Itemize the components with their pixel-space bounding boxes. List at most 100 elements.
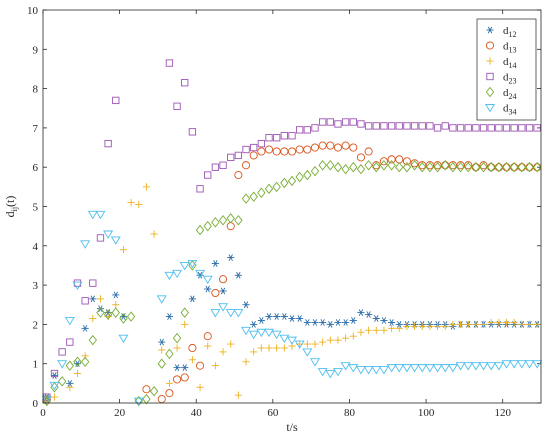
data-point [524, 360, 535, 369]
data-point [264, 145, 274, 154]
data-point [517, 161, 527, 173]
data-point [334, 319, 342, 326]
data-point [181, 79, 189, 87]
data-point [471, 163, 480, 172]
legend-label: d12 [503, 25, 517, 39]
data-point [210, 309, 221, 318]
legend-marker [486, 26, 494, 34]
data-point [479, 161, 488, 173]
data-point [441, 160, 450, 171]
y-tick-label: 0 [33, 398, 39, 410]
data-point [318, 141, 327, 150]
data-point [402, 157, 411, 166]
data-point [510, 161, 519, 173]
data-point [257, 344, 265, 352]
data-point [96, 295, 105, 303]
data-point [104, 139, 112, 148]
data-point [196, 271, 204, 279]
data-point [165, 348, 174, 360]
data-point [319, 338, 327, 346]
data-point [372, 315, 380, 322]
data-point [65, 360, 74, 371]
data-point [226, 213, 235, 224]
data-point [510, 124, 518, 132]
data-point [348, 364, 359, 373]
data-point [326, 336, 334, 344]
data-point [303, 145, 312, 154]
data-point [342, 319, 350, 326]
data-point [463, 362, 474, 371]
legend-marker [486, 72, 494, 81]
data-point [295, 171, 304, 183]
data-point [89, 314, 97, 323]
data-point [288, 132, 296, 140]
data-point [495, 124, 503, 132]
data-point [202, 275, 213, 285]
x-tick-label: 100 [418, 407, 435, 419]
data-point [195, 269, 206, 279]
data-point [311, 340, 319, 348]
data-point [287, 147, 297, 156]
data-point [249, 151, 258, 160]
data-point [426, 122, 434, 130]
data-point [372, 122, 380, 130]
legend-entry: d13 [485, 41, 517, 55]
data-point [164, 271, 175, 281]
data-point [487, 163, 496, 172]
data-point [219, 287, 227, 295]
data-point [265, 134, 273, 142]
data-point [341, 163, 350, 175]
data-point [50, 372, 59, 379]
data-point [479, 161, 488, 170]
data-point [349, 332, 357, 340]
data-point [149, 385, 159, 397]
data-point [156, 295, 167, 304]
data-point [311, 319, 319, 326]
y-tick-label: 6 [33, 162, 39, 174]
data-point [379, 160, 389, 171]
data-point [81, 352, 89, 360]
data-point [234, 391, 242, 399]
data-point [110, 236, 121, 245]
data-point [333, 161, 343, 173]
data-point [525, 320, 534, 328]
data-point [387, 155, 396, 164]
data-point [487, 124, 495, 132]
data-point [225, 309, 236, 318]
data-point [88, 334, 97, 346]
data-point [355, 366, 366, 375]
x-axis-label: t/s [286, 420, 298, 434]
data-point [364, 147, 373, 156]
data-point [472, 124, 480, 132]
data-point [89, 295, 97, 303]
data-point [80, 356, 90, 367]
data-point [486, 362, 497, 371]
data-point [425, 161, 434, 170]
data-point [204, 342, 212, 350]
data-point [188, 260, 197, 271]
data-point [296, 126, 304, 134]
data-point [103, 230, 114, 239]
data-point [287, 336, 297, 345]
data-point [72, 281, 83, 290]
data-point [311, 124, 319, 132]
data-point [172, 269, 183, 279]
data-point [433, 322, 442, 330]
data-point [234, 215, 243, 226]
y-tick-label: 9 [33, 44, 39, 56]
data-point [242, 301, 250, 309]
data-point [58, 348, 66, 356]
data-point [294, 340, 305, 349]
data-point [432, 364, 443, 373]
data-point [181, 364, 189, 371]
data-point [356, 163, 366, 175]
data-point [295, 145, 304, 154]
data-point [242, 145, 250, 154]
data-point [501, 360, 512, 369]
data-point [502, 124, 511, 132]
data-point [242, 358, 250, 366]
data-point [493, 362, 504, 371]
data-point [273, 313, 281, 320]
data-point [265, 313, 273, 320]
